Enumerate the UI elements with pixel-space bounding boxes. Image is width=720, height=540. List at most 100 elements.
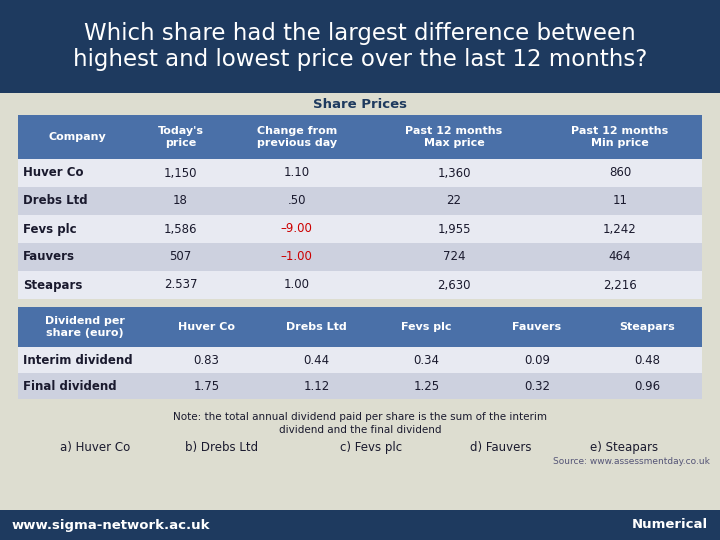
Bar — [372, 307, 482, 347]
Text: Numerical: Numerical — [632, 518, 708, 531]
Bar — [592, 347, 702, 373]
Text: 724: 724 — [443, 251, 465, 264]
Bar — [18, 373, 151, 399]
Bar — [538, 271, 702, 299]
Text: Drebs Ltd: Drebs Ltd — [23, 194, 88, 207]
Text: Final dividend: Final dividend — [23, 380, 117, 393]
Text: 1.12: 1.12 — [303, 380, 330, 393]
Text: 0.83: 0.83 — [194, 354, 220, 367]
Bar — [261, 307, 372, 347]
Bar — [151, 307, 261, 347]
Bar — [370, 115, 538, 159]
Text: Fauvers: Fauvers — [512, 322, 562, 332]
Bar — [138, 215, 223, 243]
Bar — [370, 215, 538, 243]
Bar — [261, 373, 372, 399]
Text: 1.10: 1.10 — [284, 166, 310, 179]
Text: 2.537: 2.537 — [163, 279, 197, 292]
Text: Which share had the largest difference between
highest and lowest price over the: Which share had the largest difference b… — [73, 22, 647, 71]
Bar — [370, 243, 538, 271]
Text: 860: 860 — [609, 166, 631, 179]
Text: Huver Co: Huver Co — [23, 166, 84, 179]
Text: –1.00: –1.00 — [281, 251, 312, 264]
Text: Fevs plc: Fevs plc — [23, 222, 76, 235]
Text: 0.48: 0.48 — [634, 354, 660, 367]
Bar — [482, 307, 592, 347]
Bar — [538, 187, 702, 215]
Text: 1,242: 1,242 — [603, 222, 636, 235]
Bar — [151, 347, 261, 373]
Text: 11: 11 — [613, 194, 627, 207]
Text: –9.00: –9.00 — [281, 222, 312, 235]
Bar — [138, 243, 223, 271]
Bar — [223, 115, 370, 159]
Bar — [370, 159, 538, 187]
Text: Fauvers: Fauvers — [23, 251, 75, 264]
Bar — [0, 510, 720, 540]
Bar — [18, 347, 151, 373]
Bar — [482, 373, 592, 399]
Text: 18: 18 — [173, 194, 188, 207]
Bar — [592, 373, 702, 399]
Text: c) Fevs plc: c) Fevs plc — [340, 442, 402, 455]
Text: Today's
price: Today's price — [158, 126, 204, 148]
Bar — [18, 271, 138, 299]
Bar — [0, 0, 720, 93]
Text: Past 12 months
Min price: Past 12 months Min price — [571, 126, 669, 148]
Text: d) Fauvers: d) Fauvers — [470, 442, 531, 455]
Bar — [138, 271, 223, 299]
Text: Past 12 months
Max price: Past 12 months Max price — [405, 126, 503, 148]
Text: www.sigma-network.ac.uk: www.sigma-network.ac.uk — [12, 518, 210, 531]
Text: Steapars: Steapars — [23, 279, 82, 292]
Bar — [138, 115, 223, 159]
Text: b) Drebs Ltd: b) Drebs Ltd — [185, 442, 258, 455]
Bar — [18, 115, 138, 159]
Text: a) Huver Co: a) Huver Co — [60, 442, 130, 455]
Bar — [151, 373, 261, 399]
Text: 0.34: 0.34 — [414, 354, 440, 367]
Text: 0.96: 0.96 — [634, 380, 660, 393]
Text: Share Prices: Share Prices — [313, 98, 407, 111]
Bar — [370, 271, 538, 299]
Bar — [18, 187, 138, 215]
Text: 1,955: 1,955 — [437, 222, 471, 235]
Text: dividend and the final dividend: dividend and the final dividend — [279, 425, 441, 435]
Text: 1.75: 1.75 — [194, 380, 220, 393]
Bar — [372, 347, 482, 373]
Bar — [18, 159, 138, 187]
Text: 1.00: 1.00 — [284, 279, 310, 292]
Bar — [538, 159, 702, 187]
Text: 0.44: 0.44 — [304, 354, 330, 367]
Text: 22: 22 — [446, 194, 462, 207]
Text: 2,216: 2,216 — [603, 279, 636, 292]
Text: Steapars: Steapars — [619, 322, 675, 332]
Text: Interim dividend: Interim dividend — [23, 354, 132, 367]
Text: .50: .50 — [287, 194, 306, 207]
Text: e) Steapars: e) Steapars — [590, 442, 658, 455]
Bar — [138, 159, 223, 187]
Text: 1,360: 1,360 — [437, 166, 471, 179]
Bar — [482, 347, 592, 373]
Text: 1,586: 1,586 — [163, 222, 197, 235]
Bar — [18, 307, 151, 347]
Bar — [538, 115, 702, 159]
Bar — [223, 243, 370, 271]
Bar — [18, 243, 138, 271]
Text: Company: Company — [49, 132, 107, 142]
Bar — [223, 215, 370, 243]
Text: Source: www.assessmentday.co.uk: Source: www.assessmentday.co.uk — [553, 457, 710, 467]
Bar — [223, 271, 370, 299]
Text: 507: 507 — [169, 251, 192, 264]
Bar — [538, 243, 702, 271]
Bar — [372, 373, 482, 399]
Bar — [138, 187, 223, 215]
Bar — [223, 187, 370, 215]
Text: 2,630: 2,630 — [437, 279, 471, 292]
Text: Fevs plc: Fevs plc — [402, 322, 452, 332]
Text: Huver Co: Huver Co — [178, 322, 235, 332]
Text: 0.09: 0.09 — [524, 354, 550, 367]
Text: Note: the total annual dividend paid per share is the sum of the interim: Note: the total annual dividend paid per… — [173, 412, 547, 422]
Bar — [223, 159, 370, 187]
Text: 464: 464 — [608, 251, 631, 264]
Text: 1,150: 1,150 — [163, 166, 197, 179]
